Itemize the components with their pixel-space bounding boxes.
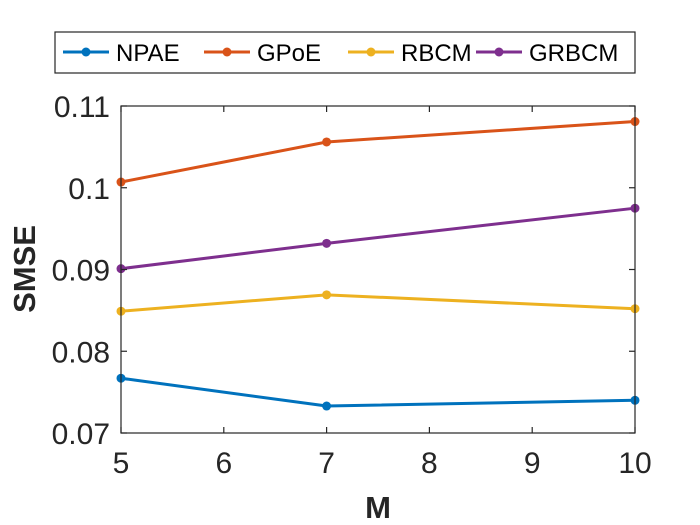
data-point-gpoe <box>322 137 332 147</box>
plot-area <box>116 105 640 434</box>
legend-box <box>54 31 636 74</box>
legend-marker-grbcm <box>494 47 504 57</box>
y-axis-title: SMSE <box>7 225 42 313</box>
x-tick-label: 5 <box>113 447 130 480</box>
series-line-grbcm <box>119 206 637 271</box>
axes-box <box>120 105 636 434</box>
legend-marker-npae <box>81 47 91 57</box>
x-tick-label: 6 <box>215 447 232 480</box>
x-tick-label: 7 <box>318 447 335 480</box>
x-tick-label: 10 <box>618 447 651 480</box>
series-line-npae <box>119 376 637 408</box>
x-tick-label: 8 <box>421 447 438 480</box>
legend-label-rbcm: RBCM <box>401 40 472 67</box>
legend-label-grbcm: GRBCM <box>529 40 618 67</box>
data-point-rbcm <box>322 290 332 300</box>
data-point-grbcm <box>322 238 332 248</box>
series-line-rbcm <box>119 293 637 313</box>
y-tick-label: 0.11 <box>54 91 110 124</box>
data-point-npae <box>322 401 332 411</box>
series-line-gpoe <box>119 120 637 184</box>
y-tick-label: 0.09 <box>52 255 110 288</box>
x-tick-label: 9 <box>524 447 541 480</box>
legend-label-npae: NPAE <box>116 40 180 67</box>
y-tick-label: 0.1 <box>68 173 110 206</box>
legend-label-gpoe: GPoE <box>257 40 321 67</box>
legend-marker-gpoe <box>222 47 232 57</box>
y-tick-label: 0.08 <box>52 336 110 369</box>
legend-marker-rbcm <box>366 47 376 57</box>
x-axis-title: M <box>365 490 391 525</box>
legend: NPAE GPoE RBCM GRBCM <box>54 31 636 74</box>
y-tick-label: 0.07 <box>52 418 110 451</box>
